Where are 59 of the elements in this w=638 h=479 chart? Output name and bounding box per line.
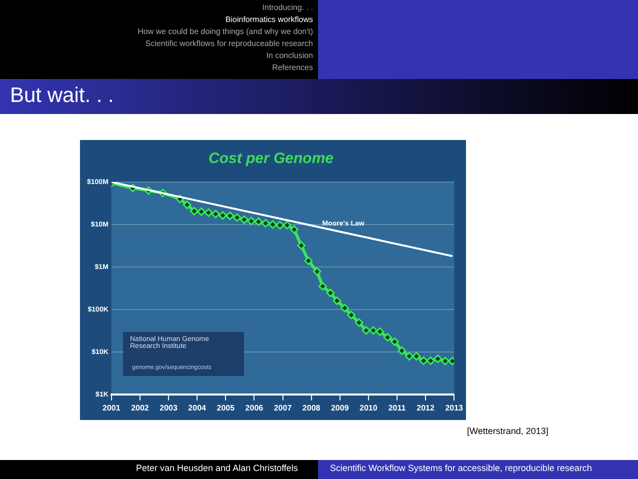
x-tick-label: 2009 [330,403,350,412]
point [312,267,322,276]
point [240,215,248,224]
x-tick-label: 2008 [302,403,321,412]
point [204,208,213,217]
text: References [272,63,313,72]
point [226,212,234,220]
point [254,217,263,226]
x-tick-label: 2010 [360,403,378,412]
point [434,354,442,364]
point [332,296,342,306]
x-tick-label: 2012 [416,403,435,412]
text: Introducing. . . [262,3,313,12]
point [297,241,306,250]
x-tick-label: 2003 [160,403,178,412]
point [390,337,399,346]
point [182,200,192,210]
point [362,326,370,335]
text: But wait. . . [10,84,114,108]
text: Peter van Heusden and Alan Christoffels [136,463,298,473]
x-tick-label: 2001 [102,403,121,412]
x-tick-label: 2013 [445,403,464,412]
text: In conclusion [266,51,313,60]
x-tick-label: 2002 [131,403,150,412]
point [218,211,228,220]
text: How we could be doing things (and why we don't) [138,27,313,36]
point [376,327,384,336]
text: Bioinformatics workflows [225,15,313,24]
point [383,333,392,342]
text: Scientific workflows for reproduceable research [145,39,313,48]
x-tick-label: 2005 [216,403,236,412]
point [419,356,428,365]
point [290,225,298,234]
point [261,218,270,228]
chart-title: Cost per Genome [208,150,334,168]
point [354,318,364,327]
point [197,207,206,216]
point [190,206,198,216]
point [276,220,284,230]
point [282,220,292,230]
text: [Wetterstrand, 2013] [467,426,548,436]
point [347,310,356,320]
point [318,282,327,291]
x-tick-label: 2006 [245,403,264,412]
point [441,356,450,366]
point [369,326,378,335]
point [326,288,335,298]
point [232,213,242,222]
point [398,346,406,355]
x-tick-label: 2011 [388,403,406,412]
x-tick-label: 2007 [274,403,292,412]
x-tick-label: 2004 [188,403,207,412]
point [304,256,313,266]
point [247,216,256,226]
text: Scientific Workflow Systems for accessible, reproducible research [330,463,592,473]
point [211,210,220,218]
point [340,304,349,312]
point [268,220,278,229]
point [412,352,421,361]
